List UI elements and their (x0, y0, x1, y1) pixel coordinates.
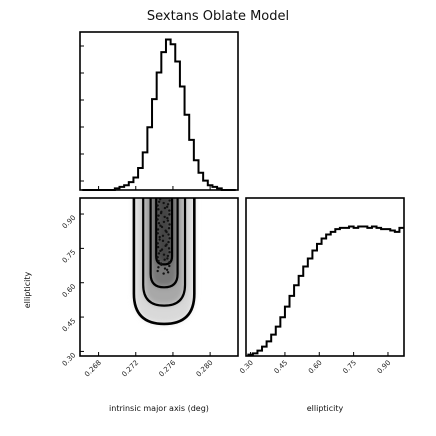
density-sample-point (158, 238, 161, 241)
density-sample-point (167, 227, 171, 230)
bl-x-tick-label-0: 0.268 (83, 359, 103, 379)
density-sample-point (156, 232, 160, 235)
density-sample-point (157, 252, 161, 255)
density-sample-point (156, 245, 160, 249)
density-sample-point (157, 259, 160, 263)
density-sample-point (163, 267, 167, 270)
density-sample-point (164, 229, 167, 232)
density-sample-point (166, 219, 170, 222)
density-sample-point (161, 239, 165, 243)
density-contours (132, 198, 196, 326)
contour-mid (142, 198, 187, 307)
density-sample-point (162, 253, 166, 256)
density-sample-point (165, 243, 168, 246)
density-sample-point (157, 214, 160, 217)
bl-x-tick-label-3: 0.280 (195, 359, 215, 379)
y-axis-label-left: ellipticity (23, 271, 32, 308)
histogram-line-ellipticity (247, 225, 404, 356)
density-sample-point (157, 221, 161, 225)
density-sample-point (160, 210, 163, 214)
bl-y-tick-label-4: 0.90 (61, 214, 78, 231)
contour-outer (132, 198, 196, 326)
density-sample-point (166, 257, 169, 260)
chart-title: Sextans Oblate Model (147, 9, 289, 24)
density-sample-point (156, 269, 159, 273)
density-sample-point (166, 254, 170, 258)
density-sample-point (163, 206, 167, 210)
density-sample-point (157, 200, 161, 203)
ticks-top-left (80, 45, 211, 190)
density-sample-point (168, 264, 171, 268)
br-x-tick-label-0: 0.30 (238, 359, 255, 376)
histogram-line-major-axis (82, 38, 236, 191)
br-x-tick-label-4: 0.90 (376, 359, 393, 376)
contour-inner (149, 198, 179, 289)
density-sample-point (166, 203, 170, 206)
density-sample-point (156, 218, 159, 221)
x-axis-label-right: ellipticity (307, 404, 344, 413)
density-sample-point (160, 248, 164, 251)
density-sample-point (159, 262, 163, 265)
br-x-tick-label-1: 0.45 (273, 359, 290, 376)
br-x-tick-label-2: 0.60 (307, 359, 324, 376)
x-axis-label-left: intrinsic major axis (deg) (109, 404, 209, 413)
density-sample-point (157, 266, 160, 269)
density-sample-point (157, 208, 160, 211)
density-sample-point (161, 234, 165, 237)
histogram-major-axis (82, 38, 236, 191)
contour-core (155, 198, 174, 266)
density-sample-point (156, 255, 159, 259)
density-sample-point (163, 258, 166, 261)
density-sample-point (159, 224, 162, 227)
panel-top-left (79, 31, 239, 191)
density-sample-point (168, 237, 171, 240)
density-sample-point (156, 204, 159, 207)
density-sample-point (162, 201, 165, 205)
density-sample-point (167, 247, 171, 250)
density-sample-point (167, 240, 170, 244)
density-sample-point (166, 216, 169, 220)
density-sample-point (156, 242, 159, 245)
bl-y-tick-label-1: 0.45 (61, 317, 78, 334)
bl-y-tick-label-3: 0.75 (61, 248, 78, 265)
density-sample-point (168, 199, 171, 202)
panel-bottom-right: 0.30 0.45 0.60 0.75 0.90 (238, 197, 405, 376)
density-sample-point (158, 235, 161, 239)
density-sample-point (167, 233, 170, 236)
density-sample-point (168, 223, 171, 226)
density-sample-point (168, 209, 171, 212)
density-sample-point (168, 250, 171, 254)
bl-y-tick-label-2: 0.60 (61, 282, 78, 299)
histogram-ellipticity (247, 225, 404, 356)
bl-y-tick-label-0: 0.30 (61, 351, 78, 368)
panel-bottom-left: 0.268 0.272 0.276 0.280 0.30 0.45 0.60 0.75 0.90 (61, 197, 239, 379)
density-sample-point (168, 213, 171, 216)
bl-x-tick-label-1: 0.272 (120, 359, 140, 379)
density-sample-point (162, 272, 165, 275)
panel-bottom-left-frame (79, 197, 239, 357)
density-sample-point (165, 205, 169, 209)
density-sample-point (163, 215, 166, 219)
density-sample-point (162, 220, 166, 224)
density-sample-point (168, 261, 171, 264)
br-x-tick-label-3: 0.75 (341, 359, 358, 376)
density-sample-point (165, 268, 169, 271)
density-sample-point (156, 228, 160, 231)
density-sample-point (166, 271, 170, 274)
bl-x-tick-label-2: 0.276 (158, 358, 178, 378)
panel-top-left-frame (79, 31, 239, 191)
panel-bottom-right-frame (245, 197, 405, 357)
